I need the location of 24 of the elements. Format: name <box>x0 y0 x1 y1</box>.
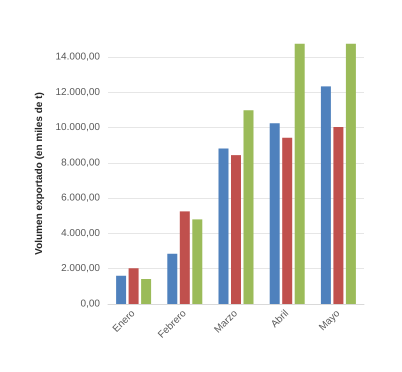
bar <box>116 276 126 304</box>
bar <box>180 211 190 304</box>
bar <box>141 278 152 304</box>
bar <box>346 44 356 304</box>
bar <box>270 123 280 304</box>
y-tick-label: 2.000,00 <box>61 263 100 274</box>
y-tick-label: 6.000,00 <box>61 192 100 204</box>
y-tick-label: 4.000,00 <box>61 228 100 239</box>
bar <box>192 219 202 304</box>
y-tick-label: 0,00 <box>80 298 100 310</box>
y-axis-title: Volumen exportado (en miles de t) <box>34 92 46 255</box>
bar <box>128 268 139 304</box>
y-tick-label: 10.000,00 <box>56 122 100 134</box>
y-tick-label: 8.000,00 <box>61 157 100 168</box>
y-tick-label: 14.000,00 <box>56 52 100 63</box>
bar <box>231 155 241 304</box>
bar <box>333 126 344 304</box>
bar <box>282 138 292 304</box>
bar <box>218 148 228 304</box>
y-tick-label: 12.000,00 <box>56 86 100 98</box>
bar <box>320 86 331 304</box>
bar <box>294 44 305 304</box>
bar <box>167 254 178 304</box>
bar <box>244 110 254 304</box>
